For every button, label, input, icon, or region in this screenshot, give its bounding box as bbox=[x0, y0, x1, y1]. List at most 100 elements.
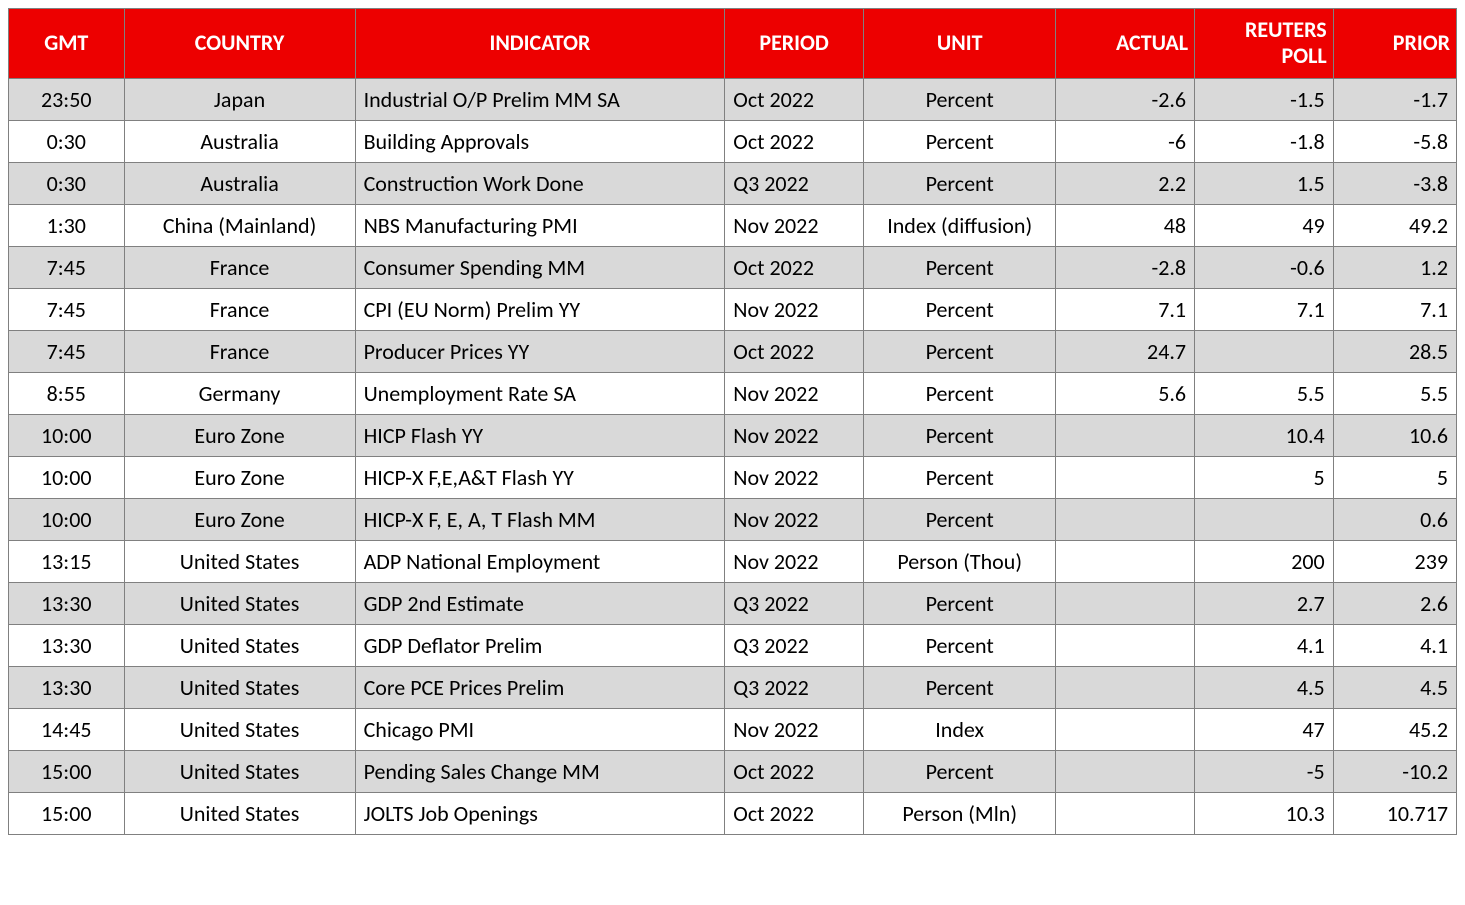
cell-country: Euro Zone bbox=[124, 456, 355, 498]
cell-gmt: 13:15 bbox=[9, 540, 125, 582]
cell-prior: 0.6 bbox=[1333, 498, 1456, 540]
cell-actual bbox=[1056, 792, 1195, 834]
cell-gmt: 13:30 bbox=[9, 666, 125, 708]
cell-unit: Percent bbox=[863, 246, 1056, 288]
cell-poll: 49 bbox=[1195, 204, 1334, 246]
header-unit: UNIT bbox=[863, 9, 1056, 79]
cell-actual: 5.6 bbox=[1056, 372, 1195, 414]
cell-actual: -2.6 bbox=[1056, 78, 1195, 120]
table-row: 10:00Euro ZoneHICP Flash YYNov 2022Perce… bbox=[9, 414, 1457, 456]
cell-indicator: GDP Deflator Prelim bbox=[355, 624, 725, 666]
cell-unit: Percent bbox=[863, 372, 1056, 414]
cell-prior: 239 bbox=[1333, 540, 1456, 582]
cell-gmt: 7:45 bbox=[9, 330, 125, 372]
table-row: 13:30United StatesCore PCE Prices Prelim… bbox=[9, 666, 1457, 708]
cell-actual: 48 bbox=[1056, 204, 1195, 246]
cell-poll: -1.5 bbox=[1195, 78, 1334, 120]
table-row: 7:45FranceConsumer Spending MMOct 2022Pe… bbox=[9, 246, 1457, 288]
cell-poll: 5.5 bbox=[1195, 372, 1334, 414]
economic-indicators-table: GMT COUNTRY INDICATOR PERIOD UNIT ACTUAL… bbox=[8, 8, 1457, 835]
cell-unit: Percent bbox=[863, 498, 1056, 540]
header-actual: ACTUAL bbox=[1056, 9, 1195, 79]
cell-poll: 4.5 bbox=[1195, 666, 1334, 708]
cell-country: United States bbox=[124, 624, 355, 666]
cell-indicator: Consumer Spending MM bbox=[355, 246, 725, 288]
cell-prior: -1.7 bbox=[1333, 78, 1456, 120]
table-row: 0:30AustraliaBuilding ApprovalsOct 2022P… bbox=[9, 120, 1457, 162]
cell-country: United States bbox=[124, 582, 355, 624]
cell-poll: -1.8 bbox=[1195, 120, 1334, 162]
cell-poll: 2.7 bbox=[1195, 582, 1334, 624]
cell-gmt: 13:30 bbox=[9, 582, 125, 624]
table-row: 10:00Euro ZoneHICP-X F,E,A&T Flash YYNov… bbox=[9, 456, 1457, 498]
table-row: 7:45FranceProducer Prices YYOct 2022Perc… bbox=[9, 330, 1457, 372]
cell-period: Q3 2022 bbox=[725, 666, 864, 708]
cell-actual bbox=[1056, 666, 1195, 708]
cell-gmt: 10:00 bbox=[9, 456, 125, 498]
cell-unit: Percent bbox=[863, 120, 1056, 162]
cell-indicator: GDP 2nd Estimate bbox=[355, 582, 725, 624]
cell-poll: 7.1 bbox=[1195, 288, 1334, 330]
cell-gmt: 10:00 bbox=[9, 498, 125, 540]
cell-unit: Index bbox=[863, 708, 1056, 750]
cell-gmt: 13:30 bbox=[9, 624, 125, 666]
cell-gmt: 7:45 bbox=[9, 246, 125, 288]
cell-actual: 7.1 bbox=[1056, 288, 1195, 330]
cell-country: United States bbox=[124, 708, 355, 750]
table-row: 8:55GermanyUnemployment Rate SANov 2022P… bbox=[9, 372, 1457, 414]
cell-prior: 4.5 bbox=[1333, 666, 1456, 708]
cell-prior: 2.6 bbox=[1333, 582, 1456, 624]
cell-country: United States bbox=[124, 750, 355, 792]
cell-unit: Percent bbox=[863, 330, 1056, 372]
cell-prior: 5.5 bbox=[1333, 372, 1456, 414]
table-row: 1:30China (Mainland)NBS Manufacturing PM… bbox=[9, 204, 1457, 246]
header-row: GMT COUNTRY INDICATOR PERIOD UNIT ACTUAL… bbox=[9, 9, 1457, 79]
cell-poll: 1.5 bbox=[1195, 162, 1334, 204]
cell-period: Oct 2022 bbox=[725, 330, 864, 372]
cell-prior: 1.2 bbox=[1333, 246, 1456, 288]
cell-country: France bbox=[124, 288, 355, 330]
cell-indicator: Chicago PMI bbox=[355, 708, 725, 750]
table-row: 7:45FranceCPI (EU Norm) Prelim YYNov 202… bbox=[9, 288, 1457, 330]
table-header: GMT COUNTRY INDICATOR PERIOD UNIT ACTUAL… bbox=[9, 9, 1457, 79]
cell-actual bbox=[1056, 414, 1195, 456]
cell-poll: 200 bbox=[1195, 540, 1334, 582]
cell-actual bbox=[1056, 498, 1195, 540]
cell-indicator: HICP-X F, E, A, T Flash MM bbox=[355, 498, 725, 540]
cell-country: Japan bbox=[124, 78, 355, 120]
cell-gmt: 7:45 bbox=[9, 288, 125, 330]
cell-period: Oct 2022 bbox=[725, 120, 864, 162]
table-row: 10:00Euro ZoneHICP-X F, E, A, T Flash MM… bbox=[9, 498, 1457, 540]
cell-period: Q3 2022 bbox=[725, 582, 864, 624]
cell-indicator: HICP-X F,E,A&T Flash YY bbox=[355, 456, 725, 498]
cell-country: France bbox=[124, 246, 355, 288]
cell-period: Oct 2022 bbox=[725, 792, 864, 834]
cell-poll: 10.4 bbox=[1195, 414, 1334, 456]
cell-indicator: NBS Manufacturing PMI bbox=[355, 204, 725, 246]
cell-poll: -5 bbox=[1195, 750, 1334, 792]
cell-prior: 10.6 bbox=[1333, 414, 1456, 456]
cell-actual bbox=[1056, 708, 1195, 750]
table-row: 13:30United StatesGDP 2nd EstimateQ3 202… bbox=[9, 582, 1457, 624]
cell-country: China (Mainland) bbox=[124, 204, 355, 246]
cell-unit: Percent bbox=[863, 456, 1056, 498]
cell-prior: 4.1 bbox=[1333, 624, 1456, 666]
cell-period: Nov 2022 bbox=[725, 708, 864, 750]
cell-country: Euro Zone bbox=[124, 498, 355, 540]
cell-prior: 5 bbox=[1333, 456, 1456, 498]
cell-country: Germany bbox=[124, 372, 355, 414]
cell-poll bbox=[1195, 498, 1334, 540]
cell-period: Oct 2022 bbox=[725, 750, 864, 792]
cell-gmt: 14:45 bbox=[9, 708, 125, 750]
cell-unit: Percent bbox=[863, 78, 1056, 120]
cell-period: Q3 2022 bbox=[725, 624, 864, 666]
table-row: 23:50JapanIndustrial O/P Prelim MM SAOct… bbox=[9, 78, 1457, 120]
cell-actual: 24.7 bbox=[1056, 330, 1195, 372]
cell-poll: 10.3 bbox=[1195, 792, 1334, 834]
cell-indicator: Core PCE Prices Prelim bbox=[355, 666, 725, 708]
cell-gmt: 1:30 bbox=[9, 204, 125, 246]
cell-period: Q3 2022 bbox=[725, 162, 864, 204]
cell-unit: Percent bbox=[863, 666, 1056, 708]
cell-gmt: 15:00 bbox=[9, 750, 125, 792]
cell-country: United States bbox=[124, 666, 355, 708]
